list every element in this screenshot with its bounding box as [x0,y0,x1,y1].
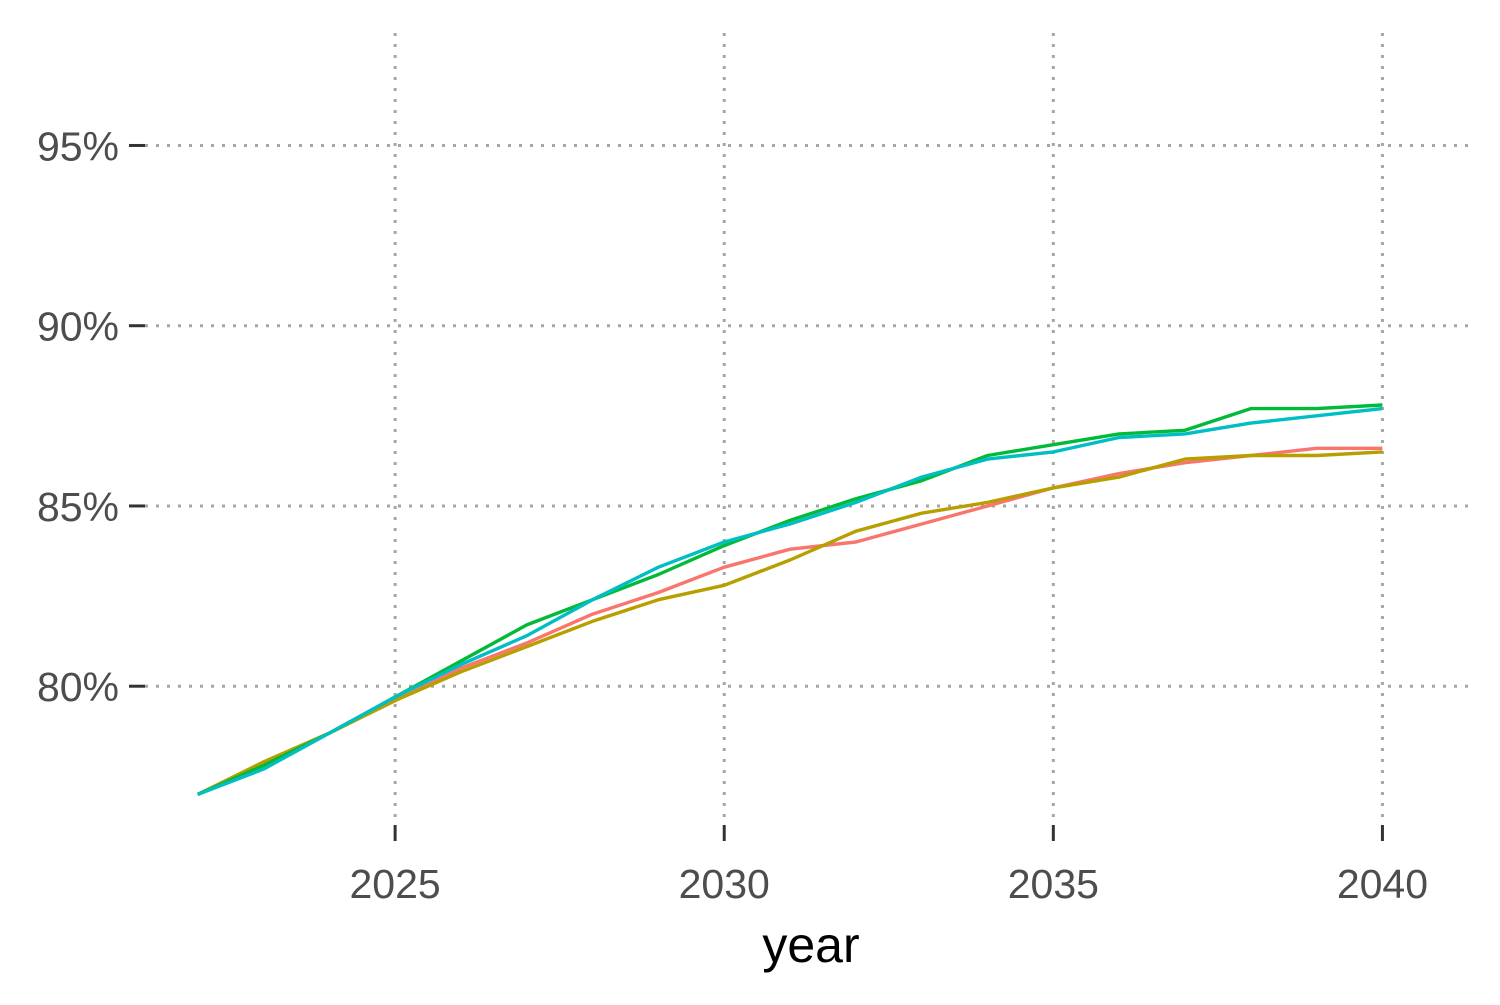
x-tick-label: 2030 [679,861,770,907]
x-tick-label: 2040 [1337,861,1428,907]
series-line-4 [197,406,1383,796]
series-line-1 [197,446,1383,796]
grid-layer [145,33,1468,825]
series-layer [196,403,1383,796]
x-axis-title: year [762,917,859,973]
axis-layer: 2025 2030 2035 2040 80% 85% 90% 95% [37,123,1428,907]
x-tick-label: 2035 [1008,861,1099,907]
y-tick-label: 95% [37,123,119,169]
y-tick-label: 90% [37,304,119,350]
series-line-2 [196,450,1383,796]
series-line-3 [197,403,1383,796]
x-tick-label: 2025 [350,861,441,907]
y-tick-label: 80% [37,664,119,710]
y-tick-label: 85% [37,484,119,530]
